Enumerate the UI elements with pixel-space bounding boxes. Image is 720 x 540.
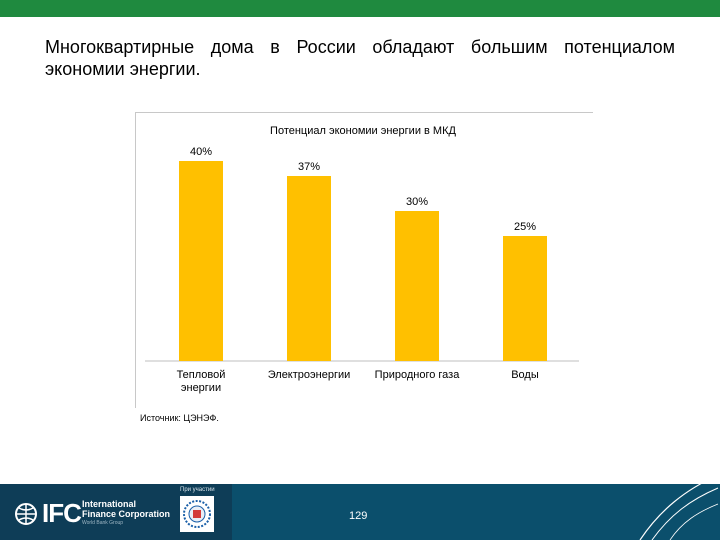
ifc-globe-icon [15, 502, 37, 525]
bar-3 [395, 211, 439, 361]
ifc-org-subtitle: World Bank Group [82, 520, 124, 526]
bar-value-label-3: 30% [406, 196, 428, 208]
bar-2 [287, 176, 331, 361]
category-label-2: Электроэнергии [268, 369, 351, 381]
category-label-3: Природного газа [375, 369, 461, 381]
category-label-4: Воды [511, 369, 539, 381]
ifc-org-line1: International [82, 499, 137, 509]
ifc-org-line2: Finance Corporation [82, 509, 171, 519]
bar-value-label-1: 40% [190, 146, 212, 158]
category-label-1-line-1: Тепловой [177, 369, 226, 381]
decorative-swirl-graphic [639, 474, 719, 540]
slide-title: Многоквартирные дома в России обладают б… [45, 37, 675, 79]
ifc-org-name: International Finance Corporation [82, 499, 170, 519]
bar-value-label-4: 25% [514, 221, 536, 233]
bar-chart: Потенциал экономии энергии в МКД 40% Тепл… [145, 125, 579, 394]
partner-logo [180, 496, 214, 532]
source-note: Источник: ЦЭНЭФ. [140, 413, 219, 423]
bar-4 [503, 236, 547, 361]
page-number: 129 [349, 510, 368, 522]
ifc-logo: IFC [14, 498, 82, 529]
partner-seal-icon [183, 500, 211, 528]
chart-frame [135, 112, 593, 408]
top-accent-bar [0, 0, 720, 17]
ifc-logo-text: IFC [42, 498, 82, 528]
category-label-1-line-2: энергии [181, 382, 221, 394]
bar-1 [179, 161, 223, 361]
partner-label: При участии [180, 487, 215, 493]
chart-title: Потенциал экономии энергии в МКД [270, 125, 456, 137]
bar-value-label-2: 37% [298, 161, 320, 173]
